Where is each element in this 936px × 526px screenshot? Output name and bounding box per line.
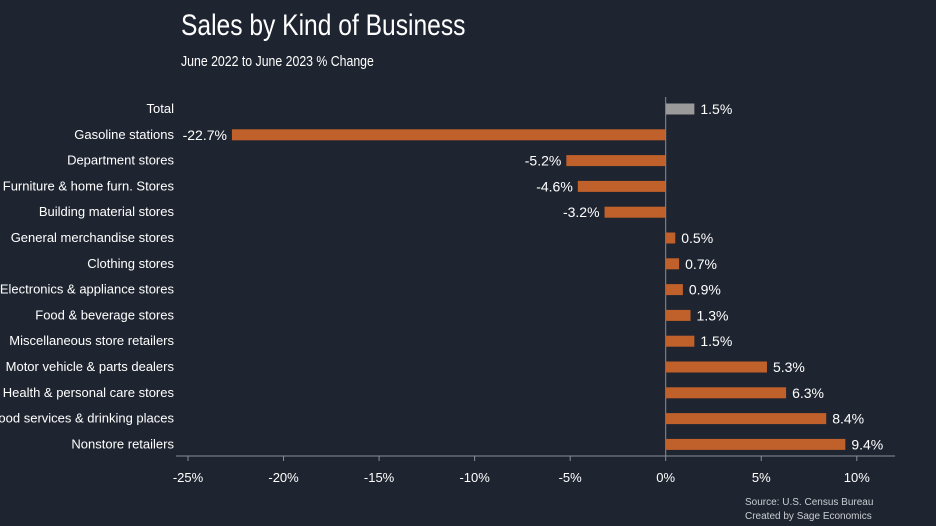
bar — [566, 155, 666, 167]
value-label: -22.7% — [183, 127, 227, 143]
chart-title: Sales by Kind of Business — [181, 9, 466, 42]
value-label: 6.3% — [792, 385, 824, 401]
value-label: 1.3% — [697, 307, 729, 323]
category-label: Food & beverage stores — [35, 307, 174, 322]
value-label: -4.6% — [536, 178, 573, 194]
x-tick-label: 0% — [656, 470, 675, 485]
chart-subtitle: June 2022 to June 2023 % Change — [181, 53, 374, 70]
category-label: Health & personal care stores — [3, 385, 175, 400]
x-tick-label: -25% — [173, 470, 204, 485]
source-note: Source: U.S. Census Bureau Created by Sa… — [745, 496, 873, 524]
bar — [665, 438, 846, 450]
x-tick-label: -20% — [268, 470, 299, 485]
value-label: 5.3% — [773, 359, 805, 375]
bar — [665, 335, 695, 347]
source-line: Source: U.S. Census Bureau — [745, 497, 874, 508]
category-label: Clothing stores — [87, 256, 174, 271]
value-label: 1.5% — [700, 333, 732, 349]
category-label: Miscellaneous store retailers — [9, 333, 174, 348]
bar — [577, 180, 666, 192]
category-label: Food services & drinking places — [0, 411, 174, 426]
bar — [665, 103, 695, 115]
bar — [665, 309, 691, 321]
bar — [231, 129, 666, 141]
bar — [665, 258, 680, 270]
bar — [665, 232, 676, 244]
value-label: 0.5% — [681, 230, 713, 246]
value-label: -3.2% — [563, 204, 600, 220]
x-tick-label: -15% — [364, 470, 395, 485]
x-tick-label: -10% — [459, 470, 490, 485]
value-label: 0.7% — [685, 256, 717, 272]
category-label: Furniture & home furn. Stores — [3, 178, 175, 193]
value-label: 8.4% — [832, 411, 864, 427]
value-label: -5.2% — [525, 153, 562, 169]
category-label: Electronics & appliance stores — [0, 282, 174, 297]
x-tick-label: 10% — [844, 470, 870, 485]
category-label: Nonstore retailers — [71, 436, 174, 451]
bar — [665, 284, 683, 296]
category-label: Total — [147, 101, 175, 116]
category-label: Gasoline stations — [74, 127, 174, 142]
value-label: 0.9% — [689, 282, 721, 298]
bar — [665, 387, 787, 399]
x-tick-label: 5% — [752, 470, 771, 485]
bar — [665, 413, 827, 425]
bar — [665, 361, 767, 373]
bar — [604, 206, 666, 218]
value-label: 1.5% — [700, 101, 732, 117]
value-label: 9.4% — [851, 436, 883, 452]
category-label: Department stores — [67, 153, 174, 168]
category-label: Motor vehicle & parts dealers — [6, 359, 175, 374]
category-label: Building material stores — [39, 204, 175, 219]
category-label: General merchandise stores — [11, 230, 175, 245]
credit-line: Created by Sage Economics — [745, 511, 872, 522]
x-tick-label: -5% — [559, 470, 583, 485]
